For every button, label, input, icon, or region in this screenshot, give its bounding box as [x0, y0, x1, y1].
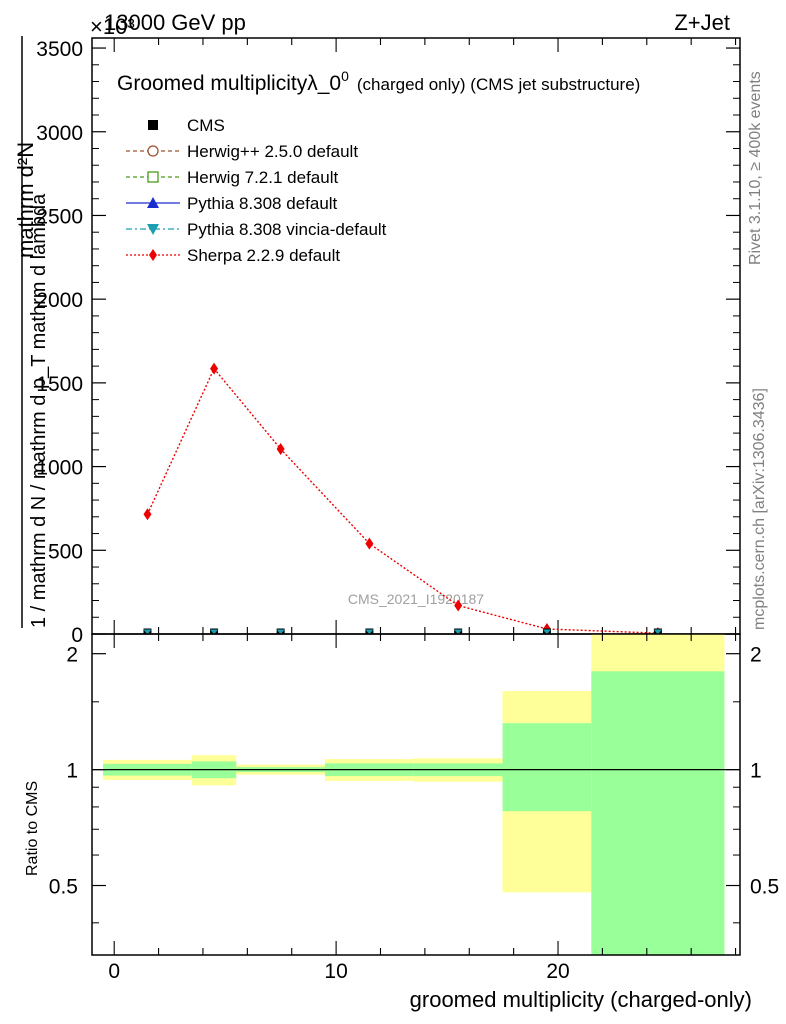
ratio-y-tick-label: 1 — [66, 760, 78, 783]
main-title-sup: 0 — [341, 68, 349, 84]
sherpa-point — [276, 443, 285, 456]
main-ylabel-top: mathrm d²N — [13, 142, 38, 258]
sherpa-point — [454, 599, 463, 612]
main-y-tick-label: 0 — [71, 624, 83, 647]
ratio-ylabel: Ratio to CMS — [24, 781, 41, 876]
main-y-tick-label: 2500 — [36, 205, 83, 228]
vincia-point — [210, 629, 219, 635]
main-y-tick-label: 3500 — [36, 38, 83, 61]
main-y-tick-label: 2000 — [36, 289, 83, 312]
ratio-bands — [92, 634, 740, 955]
ratio-panel-frame — [91, 633, 741, 956]
header-exponent: ×10³ — [90, 14, 135, 39]
ratio-band-inner — [591, 671, 725, 955]
vincia-point — [276, 629, 285, 635]
legend-item: CMS — [148, 116, 225, 135]
ratio-y-tick-label-right: 0.5 — [750, 876, 779, 899]
vincia-point — [653, 629, 662, 635]
legend-marker — [148, 120, 158, 130]
sherpa-point — [210, 362, 219, 375]
vincia-point — [143, 629, 152, 635]
legend-item: Pythia 8.308 vincia-default — [126, 220, 387, 239]
x-tick-label: 10 — [324, 960, 347, 983]
legend-label: Pythia 8.308 default — [187, 194, 338, 213]
main-y-tick-label: 1000 — [36, 457, 83, 480]
legend-marker — [147, 145, 159, 157]
main-title: Groomed multiplicityλ_00 (charged only) (… — [117, 68, 640, 95]
legend-marker — [147, 197, 159, 208]
ratio-band-inner — [502, 723, 592, 812]
main-y-tick-label: 500 — [48, 540, 83, 563]
analysis-watermark: CMS_2021_I1920187 — [348, 591, 484, 607]
main-y-tick-label: 1500 — [36, 373, 83, 396]
legend-label: Herwig++ 2.5.0 default — [187, 142, 358, 161]
rivet-label: Rivet 3.1.10, ≥ 400k events — [747, 71, 764, 265]
x-tick-label: 20 — [546, 960, 569, 983]
legend-label: Herwig 7.2.1 default — [187, 168, 338, 187]
legend: CMS Herwig++ 2.5.0 default Herwig 7.2.1 de… — [126, 116, 387, 265]
main-y-ticks: 0 500 1000 1500 2000 2500 3000 3500 — [36, 38, 740, 647]
main-title-suffix: (charged only) (CMS jet substructure) — [357, 75, 640, 94]
legend-label: Sherpa 2.2.9 default — [187, 246, 340, 265]
legend-item: Sherpa 2.2.9 default — [126, 246, 340, 265]
header-process: Z+Jet — [674, 10, 730, 35]
ratio-y-ticks: 0.5 0.5 1 1 2 2 — [49, 644, 779, 924]
legend-marker — [149, 249, 157, 261]
sherpa-point — [143, 508, 152, 521]
vincia-point — [365, 629, 374, 635]
ratio-y-tick-label-right: 1 — [750, 760, 762, 783]
ratio-x-ticks: 0 10 20 — [108, 634, 737, 983]
x-axis-label: groomed multiplicity (charged-only) — [410, 987, 752, 1012]
header-energy: 13000 GeV pp — [104, 10, 246, 35]
legend-label: CMS — [187, 116, 225, 135]
main-ylabel-bottom: 1 / mathrm d N / mathrm d p_T mathrm d l… — [28, 193, 50, 628]
sherpa-point — [365, 537, 374, 550]
legend-marker — [147, 224, 159, 235]
ratio-y-tick-label: 0.5 — [49, 876, 78, 899]
legend-item: Herwig++ 2.5.0 default — [126, 142, 358, 161]
legend-item: Herwig 7.2.1 default — [126, 168, 338, 187]
vincia-point — [454, 629, 463, 635]
x-tick-label: 0 — [108, 960, 120, 983]
mcplots-label: mcplots.cern.ch [arXiv:1306.3436] — [751, 388, 768, 630]
ratio-y-tick-label-right: 2 — [750, 644, 762, 667]
ratio-y-tick-label: 2 — [66, 644, 78, 667]
legend-item: Pythia 8.308 default — [126, 194, 338, 213]
main-y-tick-label: 3000 — [36, 122, 83, 145]
legend-label: Pythia 8.308 vincia-default — [187, 220, 387, 239]
main-title-text: Groomed multiplicityλ_00 (charged only) (… — [117, 68, 640, 95]
legend-marker — [147, 171, 159, 183]
vincia-point — [542, 629, 551, 635]
